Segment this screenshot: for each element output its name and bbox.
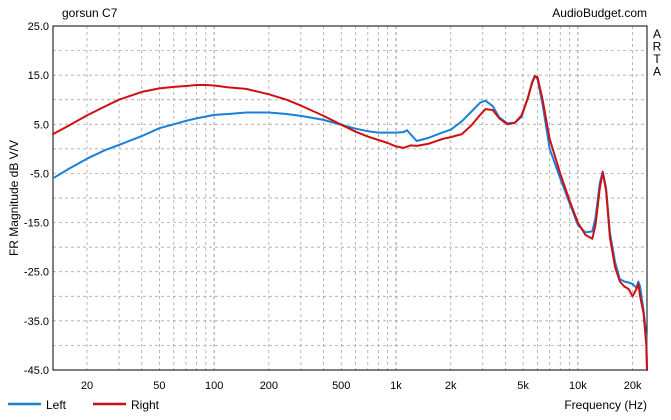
x-tick-label: 1k [390,380,402,392]
chart-title: gorsun C7 [62,6,118,20]
watermark-text: AudioBudget.com [552,6,647,20]
series-line-right [52,75,648,371]
x-tick-label: 5k [517,380,529,392]
side-label-letter: T [653,52,661,66]
x-tick-label: 2k [445,380,457,392]
plot-frame [52,25,648,371]
legend-label-left: Left [46,398,67,412]
x-tick-label: 20 [81,380,93,392]
y-tick-label: 25.0 [28,21,49,33]
y-tick-label: -45.0 [24,365,49,377]
series-layer [52,75,648,371]
side-label-letter: A [653,65,661,79]
x-axis-label: Frequency (Hz) [564,398,647,412]
x-tick-label: 200 [260,380,278,392]
plot-grid [53,26,647,370]
y-tick-label: -25.0 [24,267,49,279]
legend: Left Right [8,398,160,412]
x-tick-label: 100 [205,380,223,392]
y-tick-label: -5.0 [30,168,49,180]
y-axis-label: FR Magnitude dB V/V [7,140,21,256]
series-line-left [52,75,648,371]
y-tick-label: -35.0 [24,316,49,328]
x-tick-label: 50 [153,380,165,392]
x-tick-label: 20k [624,380,642,392]
y-tick-label: -15.0 [24,218,49,230]
y-tick-labels: 25.0 15.0 5.0 -5.0 -15.0 -25.0 -35.0 -45.0 [24,21,49,377]
x-tick-label: 10k [569,380,587,392]
legend-label-right: Right [131,398,160,412]
y-tick-label: 5.0 [34,119,49,131]
y-tick-label: 15.0 [28,70,49,82]
side-label-letter: A [653,27,661,41]
side-label-letter: R [653,40,662,54]
x-tick-labels: 20 50 100 200 500 1k 2k 5k 10k 20k [81,380,642,392]
x-tick-label: 500 [332,380,350,392]
